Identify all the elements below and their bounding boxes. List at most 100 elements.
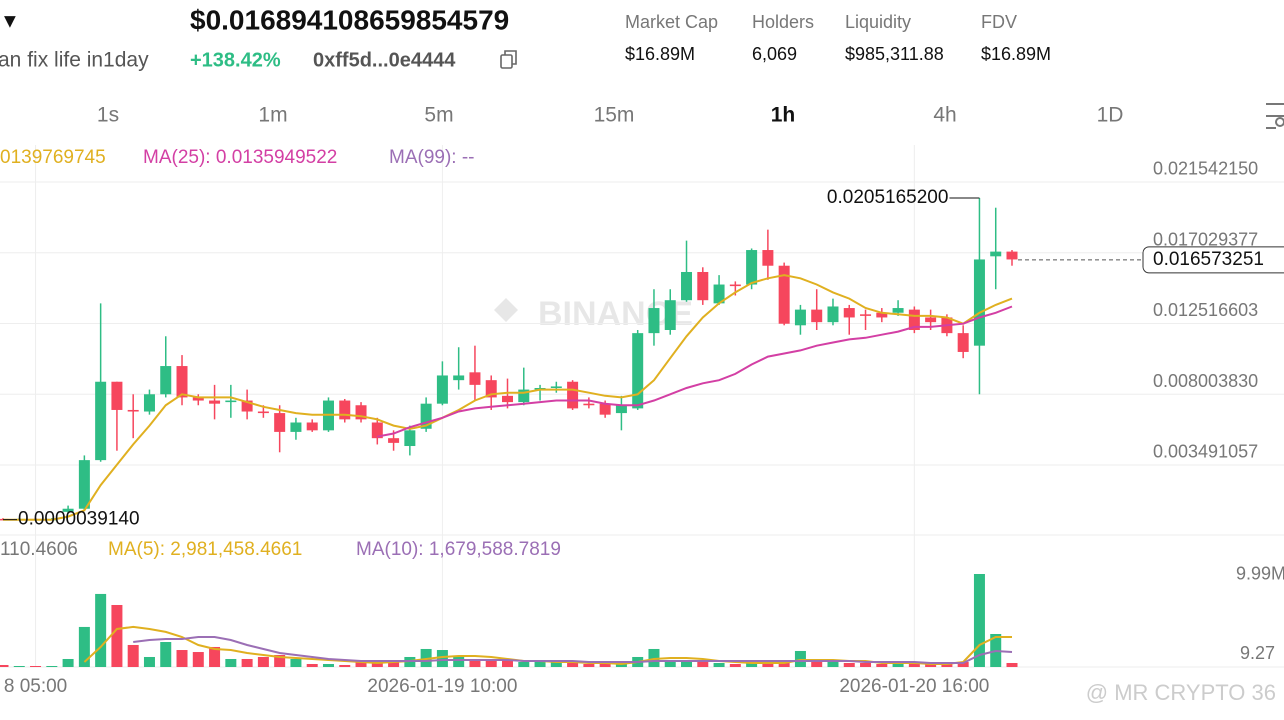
candle-body: [794, 309, 806, 326]
interval-tab[interactable]: 1D: [1097, 104, 1124, 127]
interval-tab[interactable]: 5m: [424, 104, 453, 127]
candle-body: [62, 508, 74, 512]
candle-body: [681, 271, 693, 301]
volume-bar: [453, 656, 465, 667]
y-tick-label: 9.99M: [1236, 564, 1284, 584]
candle-body: [339, 400, 351, 420]
change: +138.42%: [190, 49, 281, 71]
candle-body: [811, 309, 823, 323]
candle-body: [1006, 251, 1018, 260]
candle-body: [274, 413, 286, 432]
y-tick-label: 0.021542150: [1153, 159, 1258, 179]
stat-label: Liquidity: [845, 12, 911, 32]
volume-bar: [225, 658, 237, 667]
candle-body: [843, 308, 855, 318]
volume-bar: [30, 666, 42, 667]
candle-body: [908, 309, 920, 330]
volume-bar: [860, 662, 872, 667]
volume-bar: [13, 666, 25, 667]
volume-bar: [794, 650, 806, 667]
candle-body: [420, 403, 432, 429]
interval-tab[interactable]: 15m: [594, 104, 635, 127]
ma-line: [3, 274, 1013, 521]
volume-bar: [420, 648, 432, 667]
volume-ma-line: [133, 636, 1013, 664]
candle-body: [762, 250, 774, 266]
volume-bar: [46, 666, 58, 667]
candle-body: [599, 403, 611, 415]
candle-body: [827, 306, 839, 323]
candle-body: [713, 284, 725, 304]
volume-bar: [469, 660, 481, 667]
volume-bar: [127, 644, 139, 667]
candle-body: [209, 400, 221, 404]
candle-body: [583, 403, 595, 406]
candle-body: [257, 411, 269, 414]
candle-body: [925, 317, 937, 323]
volume-bar: [811, 661, 823, 667]
candle-body: [404, 430, 416, 447]
y-tick-label: 0.017029377: [1153, 229, 1258, 249]
y-tick-label: 0.012516603: [1153, 300, 1258, 320]
volume-bar: [502, 659, 513, 667]
volume-bar: [209, 646, 221, 667]
ma-line: [377, 305, 1013, 438]
volume-bar: [876, 663, 888, 667]
volume-legend: 110.4606: [0, 539, 78, 560]
volume-bar: [713, 662, 725, 667]
candle-body: [469, 372, 481, 385]
interval-tab[interactable]: 1m: [258, 104, 287, 127]
token-name: an fix life in1day: [0, 49, 149, 72]
candle-body: [778, 265, 790, 324]
volume-bar: [648, 648, 660, 667]
volume-bar: [62, 658, 74, 667]
x-tick-label: 2026-01-20 16:00: [839, 676, 989, 697]
candle-body: [111, 381, 123, 410]
volume-bar: [664, 659, 676, 667]
interval-tab[interactable]: 1s: [97, 104, 119, 127]
interval-tab-active[interactable]: 1h: [771, 104, 796, 127]
x-tick-label: 2026-01-19 10:00: [367, 676, 517, 697]
candle-body: [746, 250, 758, 285]
price: $0.016894108659854579: [190, 4, 509, 35]
volume-bar: [241, 658, 253, 667]
legend-entry: MA(25): 0.0135949522: [143, 147, 337, 168]
candle-body: [632, 333, 644, 409]
interval-tab[interactable]: 4h: [933, 104, 956, 127]
volume-bar: [290, 658, 302, 667]
candle-body: [648, 308, 660, 334]
volume-bar: [973, 573, 985, 667]
volume-bar: [892, 663, 904, 667]
volume-bar: [746, 662, 758, 667]
volume-bar: [925, 663, 937, 667]
volume-bar: [615, 663, 627, 667]
volume-bar: [697, 661, 709, 667]
y-tick-label: 0.003491057: [1153, 442, 1258, 462]
candle-body: [957, 333, 969, 352]
volume-bar: [534, 661, 546, 667]
copy-icon[interactable]: [500, 50, 517, 69]
volume-bar: [583, 663, 595, 667]
volume-axis-label: 9.27: [1240, 643, 1275, 663]
volume-bar: [111, 604, 123, 667]
volume-ma-line: [83, 625, 1012, 666]
low-label: 0.0000039140: [18, 509, 140, 530]
candle-body: [502, 395, 513, 403]
candle-body: [860, 314, 872, 316]
volume-bar: [78, 626, 90, 667]
volume-bar: [388, 660, 400, 667]
stat-label: Market Cap: [625, 12, 718, 32]
volume-bar: [355, 661, 367, 667]
volume-bar: [436, 650, 448, 667]
volume-legend-entry: MA(5): 2,981,458.4661: [108, 539, 302, 560]
volume-bar: [160, 642, 172, 667]
settings-icon[interactable]: [1266, 103, 1284, 129]
candle-body: [78, 460, 90, 509]
high-label: 0.0205165200: [827, 187, 949, 208]
candle-body: [160, 366, 172, 395]
candle-body: [225, 400, 237, 403]
stat-value: $16.89M: [981, 44, 1051, 64]
candle-body: [176, 366, 188, 398]
dropdown-arrow[interactable]: ▼: [0, 10, 20, 32]
